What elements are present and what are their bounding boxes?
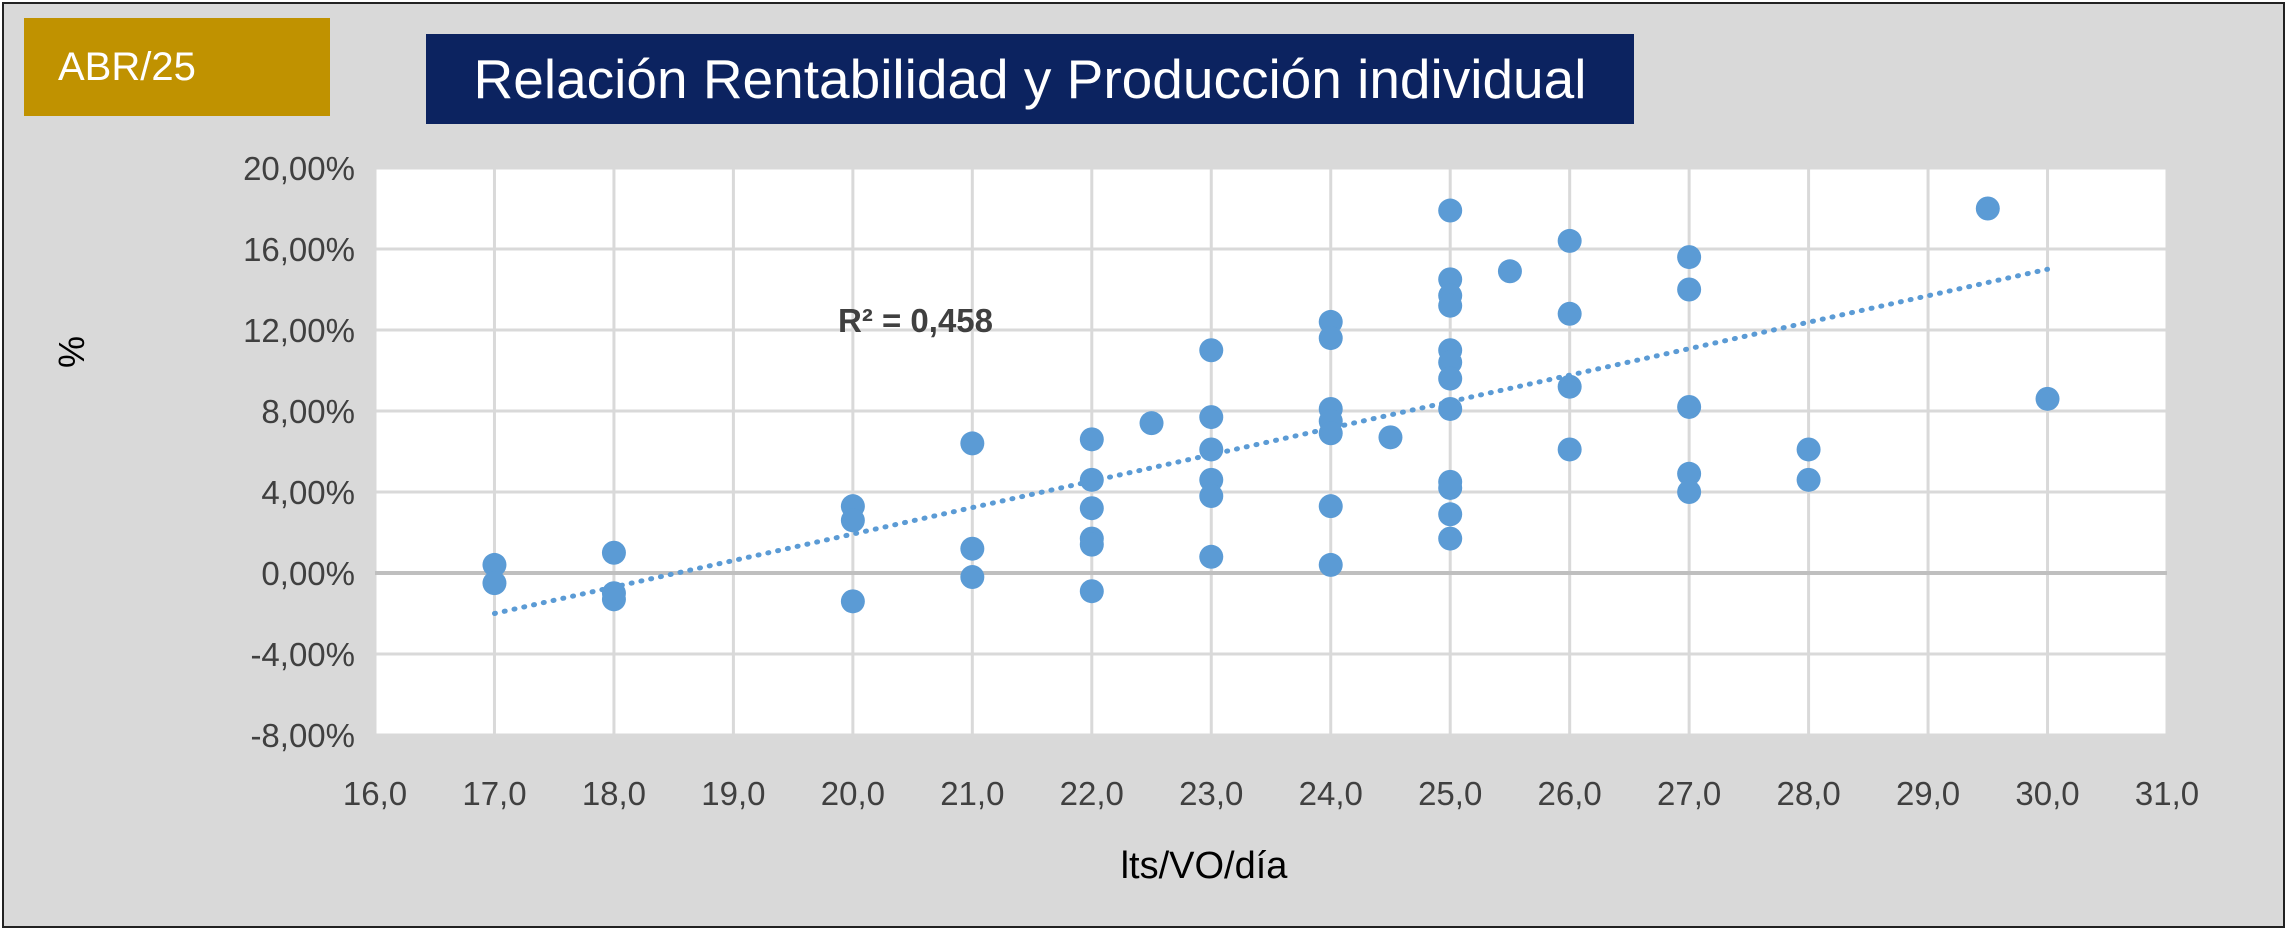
- data-point: [1557, 374, 1582, 399]
- data-point: [840, 589, 865, 614]
- x-tick-label: 25,0: [1418, 775, 1482, 812]
- data-point: [1139, 411, 1164, 436]
- data-point: [1079, 496, 1104, 521]
- data-point: [1079, 467, 1104, 492]
- data-point: [1557, 228, 1582, 253]
- x-tick-label: 23,0: [1179, 775, 1243, 812]
- data-point: [1199, 338, 1224, 363]
- x-tick-label: 22,0: [1060, 775, 1124, 812]
- x-tick-label: 26,0: [1538, 775, 1602, 812]
- plot-area: [375, 168, 2167, 735]
- x-tick-label: 29,0: [1896, 775, 1960, 812]
- y-tick-label: 16,00%: [243, 231, 355, 268]
- chart-title: Relación Rentabilidad y Producción indiv…: [426, 34, 1634, 124]
- data-point: [1318, 326, 1343, 351]
- x-tick-label: 27,0: [1657, 775, 1721, 812]
- data-point: [1318, 494, 1343, 519]
- data-point: [960, 431, 985, 456]
- data-point: [1438, 502, 1463, 527]
- data-point: [1975, 196, 2000, 221]
- data-point: [1199, 405, 1224, 430]
- r-squared-annotation: R² = 0,458: [838, 302, 993, 339]
- x-tick-label: 16,0: [343, 775, 407, 812]
- data-point: [1677, 461, 1702, 486]
- data-point: [960, 565, 985, 590]
- y-tick-label: 20,00%: [243, 150, 355, 187]
- data-point: [1557, 437, 1582, 462]
- data-point: [1079, 532, 1104, 557]
- x-tick-label: 19,0: [701, 775, 765, 812]
- data-point: [1079, 579, 1104, 604]
- data-point: [1557, 301, 1582, 326]
- data-point: [601, 540, 626, 565]
- data-point: [960, 536, 985, 561]
- x-tick-label: 30,0: [2015, 775, 2079, 812]
- x-tick-label: 24,0: [1299, 775, 1363, 812]
- x-tick-label: 18,0: [582, 775, 646, 812]
- data-point: [1796, 467, 1821, 492]
- x-tick-label: 20,0: [821, 775, 885, 812]
- data-point: [1199, 437, 1224, 462]
- data-point: [1497, 259, 1522, 284]
- y-tick-label: 0,00%: [261, 555, 355, 592]
- x-tick-label: 31,0: [2135, 775, 2199, 812]
- y-tick-label: -4,00%: [250, 636, 355, 673]
- data-point: [1438, 396, 1463, 421]
- y-tick-label: 8,00%: [261, 393, 355, 430]
- y-tick-label: 4,00%: [261, 474, 355, 511]
- data-point: [1677, 480, 1702, 504]
- data-point: [1318, 421, 1343, 446]
- y-tick-label: 12,00%: [243, 312, 355, 349]
- data-point: [1677, 245, 1702, 270]
- data-point: [1318, 552, 1343, 577]
- data-point: [1677, 277, 1702, 302]
- data-point: [482, 571, 507, 596]
- x-tick-label: 21,0: [940, 775, 1004, 812]
- data-point: [601, 587, 626, 612]
- data-point: [1438, 526, 1463, 551]
- data-point: [1199, 544, 1224, 569]
- x-axis-label: lts/VO/día: [1121, 845, 1289, 887]
- y-tick-label: -8,00%: [250, 717, 355, 754]
- data-point: [1438, 366, 1463, 391]
- data-point: [1677, 394, 1702, 419]
- data-point: [840, 508, 865, 533]
- data-point: [1438, 293, 1463, 318]
- period-badge: ABR/25: [24, 18, 330, 116]
- data-point: [1438, 475, 1463, 500]
- data-point: [1378, 425, 1403, 450]
- x-tick-label: 17,0: [462, 775, 526, 812]
- data-point: [1796, 437, 1821, 462]
- data-point: [1199, 484, 1224, 509]
- data-point: [482, 552, 507, 577]
- y-axis-label: %: [51, 336, 92, 368]
- data-point: [1079, 427, 1104, 452]
- x-tick-label: 28,0: [1776, 775, 1840, 812]
- data-point: [2035, 386, 2060, 411]
- data-point: [1438, 198, 1463, 223]
